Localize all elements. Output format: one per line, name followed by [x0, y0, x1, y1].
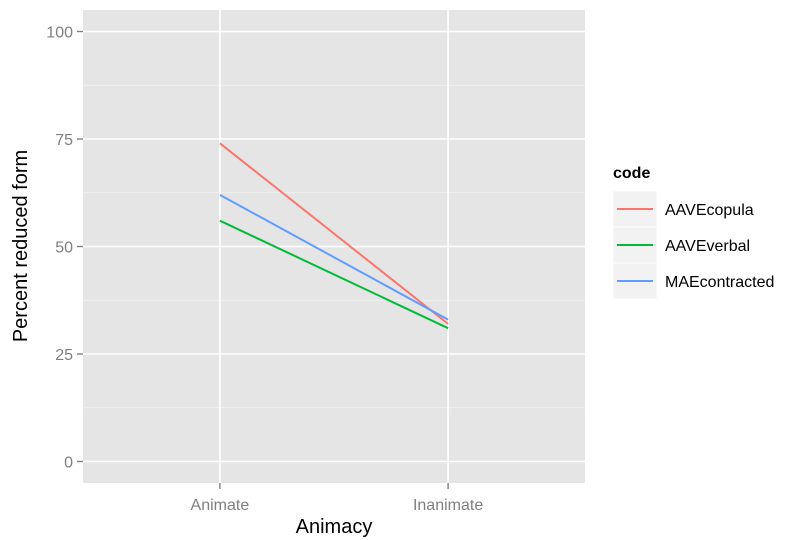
- x-tick-label: Inanimate: [413, 497, 483, 514]
- legend-title: code: [613, 165, 650, 182]
- x-axis-title: Animacy: [296, 516, 373, 538]
- y-axis: 0 25 50 75 100: [46, 25, 83, 472]
- series-line-aavecopula: [219, 142, 449, 325]
- legend-label-maecontracted: MAEcontracted: [665, 274, 774, 291]
- series-lines: [219, 142, 449, 330]
- y-axis-title: Percent reduced form: [10, 150, 32, 342]
- y-tick-label: 25: [55, 347, 73, 364]
- y-tick-label: 50: [55, 240, 73, 257]
- y-tick-label: 100: [46, 25, 73, 42]
- x-axis: Animate Inanimate: [191, 483, 483, 514]
- legend-label-aaveverbal: AAVEverbal: [665, 238, 750, 255]
- y-tick-label: 0: [64, 455, 73, 472]
- y-tick-label: 75: [55, 132, 73, 149]
- legend: code AAVEcopula AAVEverbal MAEcontracted: [612, 165, 774, 300]
- x-tick-label: Animate: [191, 497, 250, 514]
- grid-lines: [83, 10, 585, 483]
- series-line-maecontracted: [219, 194, 449, 321]
- series-line-aaveverbal: [219, 219, 449, 330]
- legend-label-aavecopula: AAVEcopula: [665, 202, 754, 219]
